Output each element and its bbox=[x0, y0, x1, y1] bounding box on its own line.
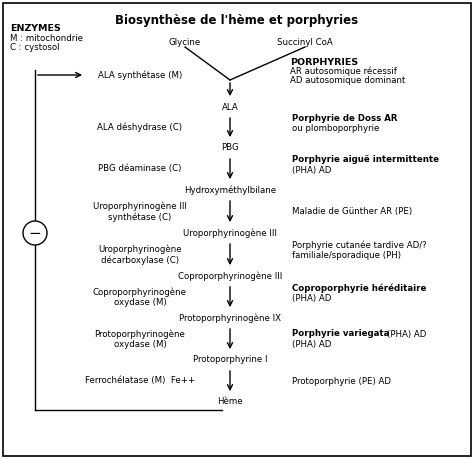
Text: Porphyrie variegata: Porphyrie variegata bbox=[292, 330, 392, 338]
Text: Maladie de Günther AR (PE): Maladie de Günther AR (PE) bbox=[292, 207, 412, 216]
Text: Coproporphyrinogène III: Coproporphyrinogène III bbox=[178, 271, 282, 281]
Text: ALA synthétase (M): ALA synthétase (M) bbox=[98, 70, 182, 80]
Text: PBG: PBG bbox=[221, 144, 239, 152]
Text: Ferrochélatase (M)  Fe++: Ferrochélatase (M) Fe++ bbox=[85, 376, 195, 386]
Text: ENZYMES: ENZYMES bbox=[10, 24, 61, 33]
Text: (PHA) AD: (PHA) AD bbox=[387, 330, 427, 338]
Text: (PHA) AD: (PHA) AD bbox=[292, 293, 331, 302]
Text: Uroporphyrinogène
décarboxylase (C): Uroporphyrinogène décarboxylase (C) bbox=[98, 244, 182, 265]
Text: M : mitochondrie: M : mitochondrie bbox=[10, 34, 83, 43]
Text: ALA: ALA bbox=[222, 102, 238, 112]
Text: Protoporphyrine I: Protoporphyrine I bbox=[193, 356, 267, 364]
Text: Coproporphyrinogène
oxydase (M): Coproporphyrinogène oxydase (M) bbox=[93, 287, 187, 307]
Circle shape bbox=[23, 221, 47, 245]
Text: (PHA) AD: (PHA) AD bbox=[292, 166, 331, 174]
Text: Hème: Hème bbox=[217, 397, 243, 407]
Text: Succinyl CoA: Succinyl CoA bbox=[277, 38, 333, 47]
Text: ALA déshydrase (C): ALA déshydrase (C) bbox=[98, 123, 182, 132]
Text: Porphyrie cutanée tardive AD/?: Porphyrie cutanée tardive AD/? bbox=[292, 241, 427, 250]
Text: Coproporphyrie héréditaire: Coproporphyrie héréditaire bbox=[292, 283, 427, 293]
Text: PBG déaminase (C): PBG déaminase (C) bbox=[98, 164, 182, 174]
Text: Uroporphyrinogène III: Uroporphyrinogène III bbox=[183, 228, 277, 238]
Text: PORPHYRIES: PORPHYRIES bbox=[290, 58, 358, 67]
Text: Hydroxyméthylbilane: Hydroxyméthylbilane bbox=[184, 185, 276, 195]
Text: ou plomboporphyrie: ou plomboporphyrie bbox=[292, 124, 379, 133]
Text: Protoporphyrinogène IX: Protoporphyrinogène IX bbox=[179, 313, 281, 323]
Text: (PHA) AD: (PHA) AD bbox=[292, 340, 331, 348]
Text: Biosynthèse de l'hème et porphyries: Biosynthèse de l'hème et porphyries bbox=[116, 14, 358, 27]
Text: AR autosomique récessif: AR autosomique récessif bbox=[290, 67, 397, 77]
Text: −: − bbox=[28, 225, 41, 241]
Text: Protoporphyrie (PE) AD: Protoporphyrie (PE) AD bbox=[292, 376, 391, 386]
Text: C : cystosol: C : cystosol bbox=[10, 43, 60, 52]
Text: Porphyrie aiguë intermittente: Porphyrie aiguë intermittente bbox=[292, 156, 439, 164]
Text: Glycine: Glycine bbox=[169, 38, 201, 47]
Text: Porphyrie de Doss AR: Porphyrie de Doss AR bbox=[292, 114, 398, 123]
Text: Protoporphyrinogène
oxydase (M): Protoporphyrinogène oxydase (M) bbox=[94, 329, 185, 349]
Text: familiale/sporadique (PH): familiale/sporadique (PH) bbox=[292, 251, 401, 260]
Text: Uroporphyrinogène III
synthétase (C): Uroporphyrinogène III synthétase (C) bbox=[93, 201, 187, 222]
Text: AD autosomique dominant: AD autosomique dominant bbox=[290, 76, 405, 85]
